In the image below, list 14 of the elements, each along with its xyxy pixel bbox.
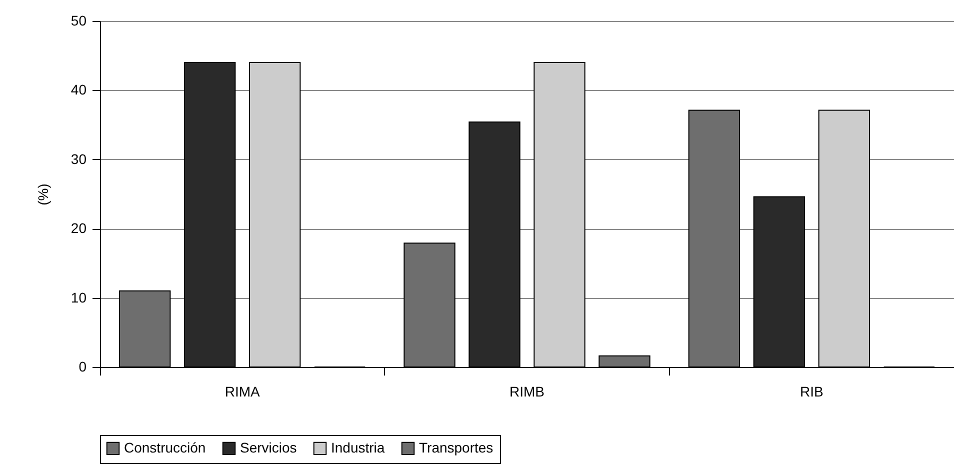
- y-tick-label: 0: [78, 358, 87, 374]
- y-tick-label: 20: [70, 220, 87, 236]
- y-tick-label: 10: [70, 289, 87, 306]
- y-axis-title: (%): [34, 184, 51, 206]
- legend-label: Transportes: [419, 439, 494, 456]
- y-tick-label: 40: [70, 82, 87, 98]
- x-tick-label: RIMB: [510, 384, 544, 400]
- legend-label: Construcción: [124, 439, 206, 456]
- legend-label: Servicios: [240, 439, 297, 456]
- legend-label: Industria: [331, 439, 385, 456]
- y-tick-label: 30: [70, 150, 87, 167]
- x-tick-label: RIB: [800, 384, 824, 400]
- y-tick-label: 50: [70, 12, 87, 28]
- x-tick-label: RIMA: [224, 384, 260, 400]
